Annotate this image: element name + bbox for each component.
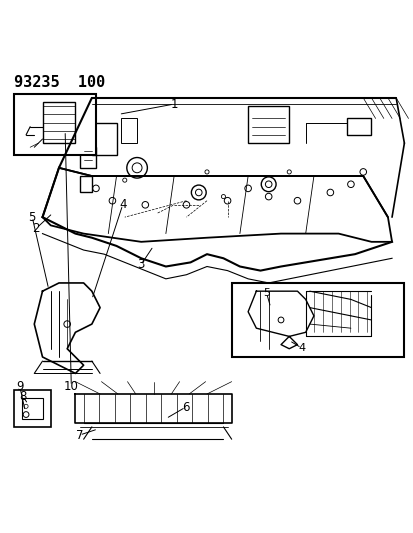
Bar bbox=[14, 390, 51, 427]
Text: 2: 2 bbox=[33, 222, 40, 235]
Bar bbox=[120, 118, 137, 143]
Text: 4: 4 bbox=[119, 198, 126, 211]
Text: 5: 5 bbox=[263, 288, 269, 298]
Bar bbox=[22, 398, 43, 418]
Text: 5: 5 bbox=[28, 211, 36, 224]
Bar bbox=[79, 176, 92, 192]
Text: 1: 1 bbox=[170, 98, 178, 110]
Bar bbox=[346, 118, 370, 135]
Text: 93235  100: 93235 100 bbox=[14, 75, 105, 90]
Bar bbox=[247, 106, 289, 143]
Text: 10: 10 bbox=[64, 379, 78, 393]
Text: 9: 9 bbox=[16, 381, 24, 393]
Text: 3: 3 bbox=[137, 258, 145, 271]
Bar bbox=[231, 283, 404, 357]
Bar bbox=[14, 94, 96, 156]
Text: 4: 4 bbox=[297, 343, 304, 353]
Text: 6: 6 bbox=[181, 401, 189, 414]
Bar bbox=[92, 123, 116, 156]
Text: 7: 7 bbox=[76, 429, 83, 442]
Bar bbox=[79, 147, 96, 168]
Text: 8: 8 bbox=[19, 390, 26, 402]
Bar bbox=[43, 102, 75, 143]
